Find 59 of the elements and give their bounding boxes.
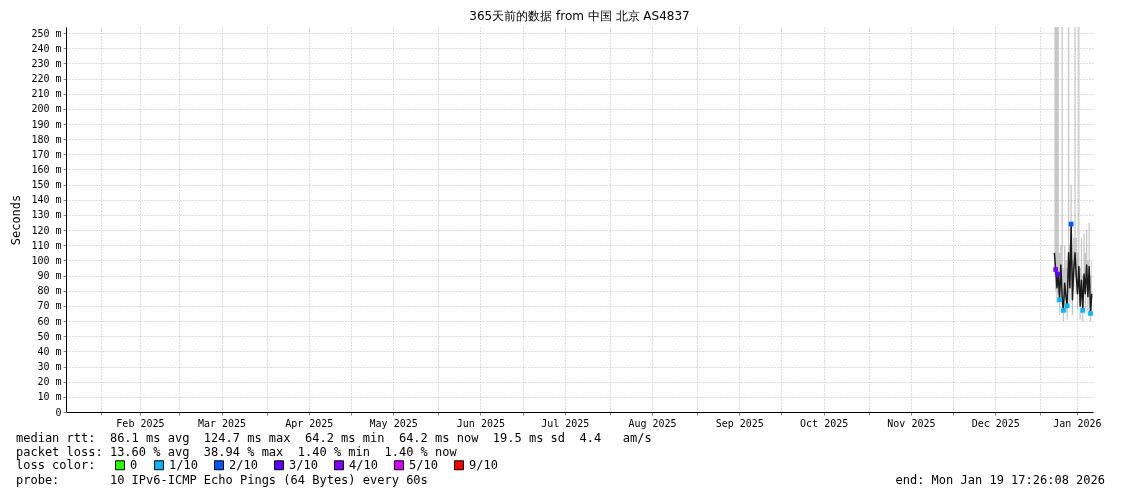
text: probe: 10 IPv6-ICMP Echo Pings (64 Bytes) every 60s [16, 473, 428, 487]
y-tick-label: 170 m [31, 148, 62, 160]
x-tick-label: Jan 2026 [1053, 417, 1102, 429]
point [1057, 297, 1062, 303]
y-tick-label: 120 m [31, 224, 62, 236]
x-tick-label: May 2025 [369, 417, 418, 429]
x-tick-label: Apr 2025 [285, 417, 334, 429]
y-tick-label: 70 m [37, 300, 62, 312]
legend-label: 1/10 [169, 458, 198, 473]
point [1080, 308, 1086, 313]
x-tick-label: Nov 2025 [887, 417, 936, 429]
y-tick-label: 250 m [31, 27, 62, 39]
text: median rtt: 86.1 ms avg 124.7 ms max 64.2 ms min 64.2 ms now 19.5 ms sd 4.4 am/s [16, 431, 652, 445]
text: end: Mon Jan 19 17:26:08 2026 [895, 473, 1105, 487]
legend-title: loss color: [16, 458, 96, 472]
legend-label: 0 [130, 458, 138, 473]
y-tick-label: 210 m [31, 88, 62, 100]
point [1064, 303, 1070, 309]
y-tick-label: 110 m [31, 239, 62, 251]
y-tick-label: 200 m [31, 103, 62, 115]
y-tick-label: 160 m [31, 163, 62, 175]
x-tick-label: Sep 2025 [715, 417, 764, 429]
legend-label: 2/10 [229, 458, 258, 473]
y-tick-label: 0 [55, 406, 62, 418]
x-tick-label: Oct 2025 [800, 417, 849, 429]
y-tick-label: 50 m [37, 330, 62, 342]
y-tick-label: 190 m [31, 118, 62, 130]
x-tick-label: Aug 2025 [628, 417, 677, 429]
point [1055, 271, 1061, 277]
x-tick-label: Jun 2025 [456, 417, 505, 429]
y-tick-label: 130 m [31, 209, 62, 221]
x-tick-label: Jul 2025 [541, 417, 590, 429]
point [1088, 311, 1093, 316]
x-tick-label: Dec 2025 [971, 417, 1020, 429]
y-tick-label: 20 m [37, 376, 62, 388]
y-axis-title: Seconds [9, 194, 24, 246]
y-tick-label: 40 m [37, 345, 62, 357]
y-tick-label: 80 m [37, 285, 62, 297]
legend-label: 4/10 [349, 458, 378, 473]
point [1061, 308, 1066, 313]
text: packet loss: 13.60 % avg 38.94 % max 1.40 % min 1.40 % now [16, 445, 457, 459]
point [1053, 267, 1059, 272]
y-tick-label: 10 m [37, 391, 62, 403]
legend-label: 9/10 [469, 458, 498, 473]
y-tick-label: 100 m [31, 254, 62, 266]
chart-title: 365天前的数据 from 中国 北京 AS4837 [469, 9, 690, 23]
y-tick-label: 60 m [37, 315, 62, 327]
y-tick-label: 90 m [37, 270, 62, 282]
x-tick-label: Feb 2025 [116, 417, 165, 429]
y-tick-label: 240 m [31, 42, 62, 54]
legend-label: 5/10 [409, 458, 438, 473]
y-tick-label: 220 m [31, 73, 62, 85]
y-tick-label: 140 m [31, 194, 62, 206]
x-tick-label: Mar 2025 [197, 417, 247, 429]
y-tick-label: 230 m [31, 57, 62, 69]
y-tick-label: 30 m [37, 361, 62, 373]
legend-label: 3/10 [289, 458, 318, 473]
y-tick-label: 150 m [31, 179, 62, 191]
y-tick-label: 180 m [31, 133, 62, 145]
